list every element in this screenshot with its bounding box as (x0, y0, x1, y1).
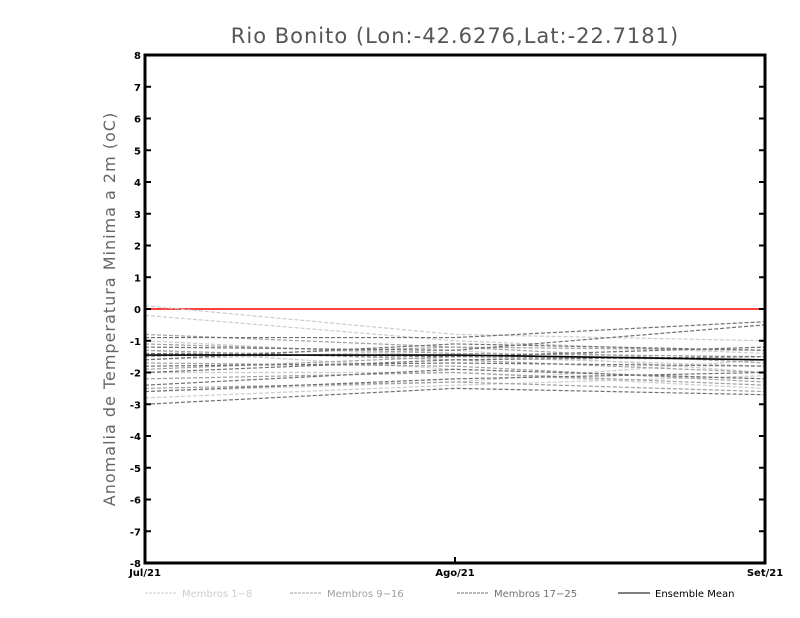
series-line-membros-1-8-1 (144, 305, 766, 342)
series-lines (144, 305, 766, 405)
series-line-membros-17-25-8 (144, 371, 766, 393)
y-tick-label: -3 (130, 400, 141, 411)
y-tick-label: -7 (130, 527, 141, 538)
y-axis-label: Anomalia de Temperatura Minima a 2m (oC) (100, 112, 119, 506)
series-line-membros-17-25-7 (144, 368, 766, 386)
series-line-membros-1-8-3 (144, 340, 766, 367)
legend: Membros 1−8 Membros 9−16 Membros 17−25 Ense… (145, 589, 734, 600)
y-tick-label: -6 (130, 496, 141, 507)
series-line-membros-17-25-5 (144, 362, 766, 367)
legend-label: Ensemble Mean (655, 589, 734, 600)
y-tick-label: 2 (134, 242, 141, 253)
x-tick-label: Set/21 (747, 568, 783, 579)
legend-label: Membros 17−25 (494, 589, 577, 600)
series-line-membros-17-25-9 (144, 387, 766, 405)
series-line-membros-9-16-7 (144, 371, 766, 386)
y-tick-label: 8 (134, 51, 141, 62)
y-tick-label: -1 (130, 337, 141, 348)
legend-label: Membros 9−16 (327, 589, 404, 600)
y-tick-label: 5 (134, 146, 141, 157)
series-line-membros-9-16-5 (144, 362, 766, 383)
series-line-ensemble-mean-1 (145, 354, 766, 361)
y-tick-label: 1 (134, 273, 141, 284)
series-line-membros-1-8-7 (144, 359, 766, 393)
x-tick-label: Jul/21 (128, 568, 161, 579)
y-tick-label: 3 (134, 210, 141, 221)
series-line-membros-1-8-8 (144, 375, 766, 399)
y-tick-label: 7 (134, 83, 141, 94)
series-line-membros-17-25-2 (144, 324, 766, 351)
y-tick-label: -5 (130, 464, 141, 475)
y-tick-label: 6 (134, 115, 141, 126)
x-tick-label: Ago/21 (435, 568, 474, 579)
series-line-membros-9-16-8 (144, 381, 766, 393)
y-tick-label: -2 (130, 369, 141, 380)
series-line-membros-9-16-1 (144, 333, 766, 351)
y-tick-label: 4 (134, 178, 141, 189)
series-line-membros-9-16-2 (144, 343, 766, 358)
y-tick-label: -8 (130, 559, 141, 570)
y-tick-label: -4 (130, 432, 141, 443)
legend-label: Membros 1−8 (182, 589, 252, 600)
y-tick-label: 0 (134, 305, 141, 316)
series-line-membros-1-8-6 (145, 371, 766, 389)
series-line-membros-17-25-1 (145, 321, 766, 339)
chart-title: Rio Bonito (Lon:-42.6276,Lat:-22.7181) (231, 24, 679, 48)
